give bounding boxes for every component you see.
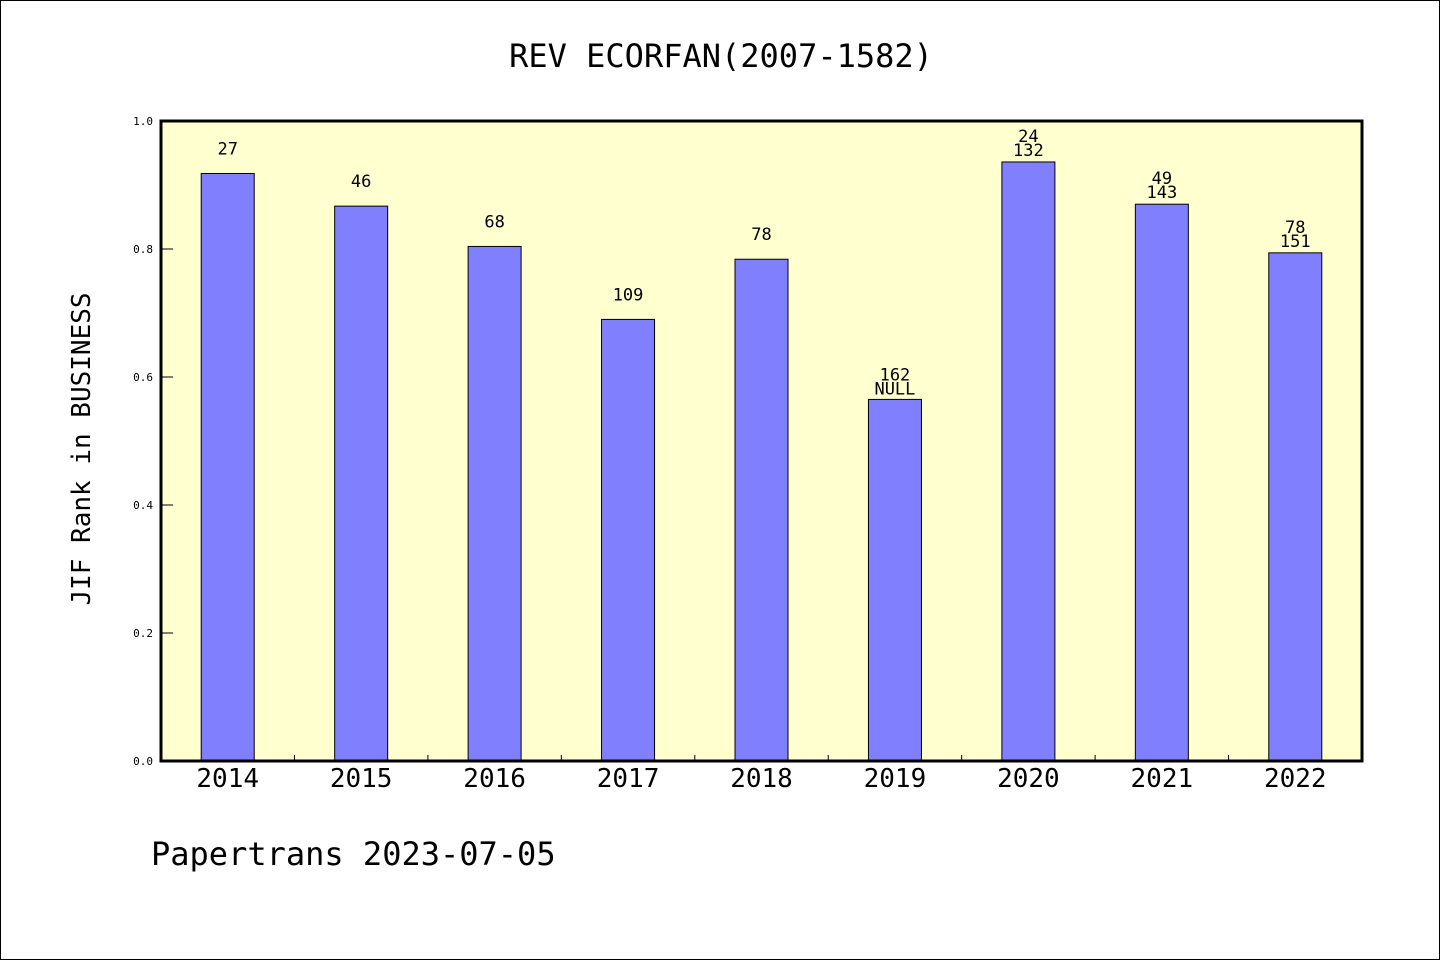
x-tick-label: 2016 [463, 764, 526, 794]
y-tick-label: 0.2 [133, 627, 153, 640]
x-tick-label: 2014 [196, 764, 259, 794]
data-label-lower: 151 [1280, 232, 1311, 252]
bar-2016 [467, 245, 522, 762]
bar-2022 [1268, 252, 1323, 762]
bar-2021 [1134, 203, 1189, 762]
plot-border [159, 119, 1364, 763]
bar-2018 [734, 258, 789, 762]
y-tick-label: 0.8 [133, 243, 153, 256]
y-tick-label: 0.0 [133, 755, 153, 768]
x-tick-label: 2018 [730, 764, 793, 794]
x-tick-label: 2020 [997, 764, 1060, 794]
x-tick-label: 2015 [330, 764, 393, 794]
chart-title: REV ECORFAN(2007-1582) [509, 37, 933, 75]
data-label-upper: 24 [1018, 127, 1038, 147]
bar-2019 [867, 398, 922, 762]
y-axis-label: JIF Rank in BUSINESS [67, 292, 97, 605]
x-tick-label: 2021 [1131, 764, 1194, 794]
data-label-lower: 162 [880, 365, 911, 385]
x-tick-label: 2017 [597, 764, 660, 794]
data-label-upper: 78 [1285, 218, 1305, 238]
data-label-lower: 46 [351, 172, 371, 192]
data-label-lower: 27 [217, 139, 237, 159]
y-tick-label: 0.4 [133, 499, 153, 512]
y-tick-label: 0.6 [133, 371, 153, 384]
y-tick-label: 1.0 [133, 115, 153, 128]
x-axis: 2014 2015 2016 2017 2018 2019 2020 2021 2022 [196, 755, 1327, 794]
data-label-lower: 78 [751, 225, 771, 245]
data-label-extra: NULL [874, 379, 915, 399]
bar-2020 [1001, 161, 1056, 762]
bar-2014 [200, 172, 255, 762]
bars-layer [200, 161, 1323, 762]
x-tick-label: 2019 [864, 764, 927, 794]
data-label-upper: 49 [1152, 169, 1172, 189]
bar-2017 [601, 318, 656, 762]
y-axis: 0.0 0.2 0.4 0.6 0.8 1.0 [133, 115, 173, 768]
data-label-lower: 109 [613, 285, 644, 305]
data-label-lower: 68 [484, 212, 504, 232]
data-label-lower: 143 [1146, 183, 1177, 203]
footer-text: Papertrans 2023-07-05 [151, 835, 556, 873]
bar-2015 [334, 205, 389, 762]
data-label-lower: 132 [1013, 141, 1044, 161]
x-tick-label: 2022 [1264, 764, 1327, 794]
